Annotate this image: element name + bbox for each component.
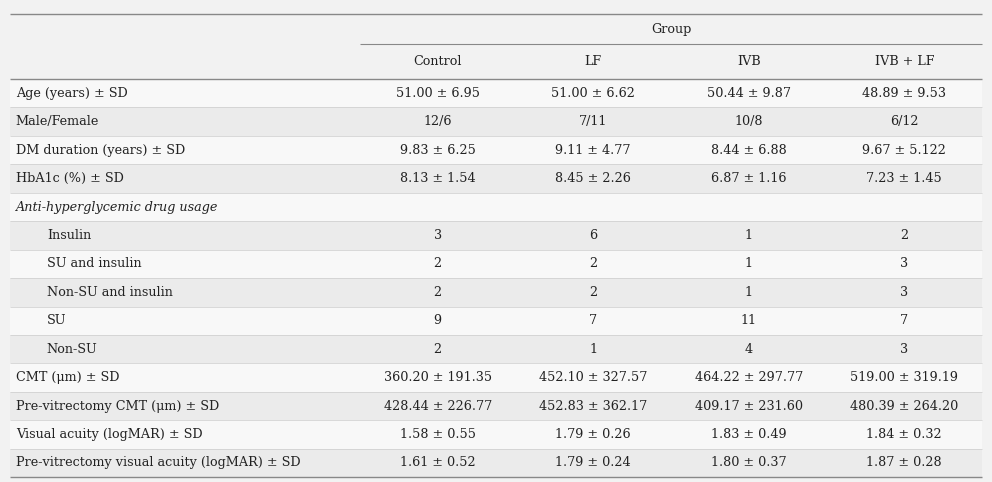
Text: 1.84 ± 0.32: 1.84 ± 0.32	[866, 428, 942, 441]
Text: SU: SU	[47, 314, 66, 327]
Text: 8.13 ± 1.54: 8.13 ± 1.54	[400, 172, 475, 185]
Text: Non-SU: Non-SU	[47, 343, 97, 356]
Text: 1.58 ± 0.55: 1.58 ± 0.55	[400, 428, 476, 441]
Text: 6/12: 6/12	[890, 115, 919, 128]
Text: HbA1c (%) ± SD: HbA1c (%) ± SD	[16, 172, 124, 185]
Text: 452.10 ± 327.57: 452.10 ± 327.57	[539, 371, 648, 384]
Text: Group: Group	[651, 23, 691, 36]
Bar	[10, 363, 982, 392]
Text: 1.87 ± 0.28: 1.87 ± 0.28	[866, 456, 942, 469]
Text: 1: 1	[745, 229, 753, 242]
Text: 12/6: 12/6	[424, 115, 452, 128]
Text: 1: 1	[745, 286, 753, 299]
Text: 2: 2	[589, 257, 597, 270]
Text: 10/8: 10/8	[734, 115, 763, 128]
Text: 7: 7	[901, 314, 909, 327]
Text: 3: 3	[901, 286, 909, 299]
Text: 9: 9	[434, 314, 441, 327]
Text: Control: Control	[414, 55, 462, 68]
Text: 3: 3	[434, 229, 441, 242]
Text: CMT (μm) ± SD: CMT (μm) ± SD	[16, 371, 119, 384]
Text: 9.11 ± 4.77: 9.11 ± 4.77	[556, 144, 631, 157]
Bar	[10, 449, 982, 477]
Text: 1.79 ± 0.26: 1.79 ± 0.26	[556, 428, 631, 441]
Text: 519.00 ± 319.19: 519.00 ± 319.19	[850, 371, 958, 384]
Bar	[10, 335, 982, 363]
Text: 3: 3	[901, 343, 909, 356]
Bar	[10, 221, 982, 250]
Text: 2: 2	[901, 229, 909, 242]
Text: 50.44 ± 9.87: 50.44 ± 9.87	[706, 87, 791, 100]
Text: 1.61 ± 0.52: 1.61 ± 0.52	[400, 456, 475, 469]
Bar	[10, 164, 982, 193]
Text: 7: 7	[589, 314, 597, 327]
Bar	[10, 79, 982, 107]
Text: Anti-hyperglycemic drug usage: Anti-hyperglycemic drug usage	[16, 201, 218, 214]
Text: 11: 11	[741, 314, 757, 327]
Text: 2: 2	[589, 286, 597, 299]
Text: 51.00 ± 6.62: 51.00 ± 6.62	[552, 87, 635, 100]
Bar	[10, 278, 982, 307]
Text: 6.87 ± 1.16: 6.87 ± 1.16	[711, 172, 787, 185]
Text: 1: 1	[745, 257, 753, 270]
Text: 464.22 ± 297.77: 464.22 ± 297.77	[694, 371, 803, 384]
Text: 48.89 ± 9.53: 48.89 ± 9.53	[862, 87, 946, 100]
Text: IVB: IVB	[737, 55, 761, 68]
Text: 1.80 ± 0.37: 1.80 ± 0.37	[711, 456, 787, 469]
Text: SU and insulin: SU and insulin	[47, 257, 142, 270]
Text: 3: 3	[901, 257, 909, 270]
Text: 1.83 ± 0.49: 1.83 ± 0.49	[711, 428, 787, 441]
Text: 7/11: 7/11	[579, 115, 607, 128]
Text: IVB + LF: IVB + LF	[875, 55, 934, 68]
Bar	[10, 420, 982, 449]
Bar	[10, 193, 982, 221]
Text: 8.44 ± 6.88: 8.44 ± 6.88	[711, 144, 787, 157]
Bar	[10, 107, 982, 136]
Text: 4: 4	[745, 343, 753, 356]
Text: 51.00 ± 6.95: 51.00 ± 6.95	[396, 87, 480, 100]
Text: LF: LF	[584, 55, 602, 68]
Text: 2: 2	[434, 286, 441, 299]
Text: 9.83 ± 6.25: 9.83 ± 6.25	[400, 144, 475, 157]
Bar	[10, 136, 982, 164]
Text: 8.45 ± 2.26: 8.45 ± 2.26	[556, 172, 631, 185]
Bar	[10, 307, 982, 335]
Text: Non-SU and insulin: Non-SU and insulin	[47, 286, 173, 299]
Text: DM duration (years) ± SD: DM duration (years) ± SD	[16, 144, 185, 157]
Text: Age (years) ± SD: Age (years) ± SD	[16, 87, 128, 100]
Bar	[10, 250, 982, 278]
Text: 428.44 ± 226.77: 428.44 ± 226.77	[384, 400, 492, 413]
Text: 360.20 ± 191.35: 360.20 ± 191.35	[384, 371, 492, 384]
Bar	[10, 392, 982, 420]
Text: Pre-vitrectomy visual acuity (logMAR) ± SD: Pre-vitrectomy visual acuity (logMAR) ± …	[16, 456, 301, 469]
Text: 7.23 ± 1.45: 7.23 ± 1.45	[866, 172, 942, 185]
Text: 2: 2	[434, 257, 441, 270]
Text: 1.79 ± 0.24: 1.79 ± 0.24	[556, 456, 631, 469]
Text: Male/Female: Male/Female	[16, 115, 99, 128]
Text: Visual acuity (logMAR) ± SD: Visual acuity (logMAR) ± SD	[16, 428, 202, 441]
Text: Pre-vitrectomy CMT (μm) ± SD: Pre-vitrectomy CMT (μm) ± SD	[16, 400, 219, 413]
Text: 9.67 ± 5.122: 9.67 ± 5.122	[862, 144, 946, 157]
Text: Insulin: Insulin	[47, 229, 91, 242]
Text: 6: 6	[589, 229, 597, 242]
Text: 1: 1	[589, 343, 597, 356]
Text: 2: 2	[434, 343, 441, 356]
Text: 452.83 ± 362.17: 452.83 ± 362.17	[539, 400, 648, 413]
Text: 480.39 ± 264.20: 480.39 ± 264.20	[850, 400, 958, 413]
Text: 409.17 ± 231.60: 409.17 ± 231.60	[694, 400, 803, 413]
